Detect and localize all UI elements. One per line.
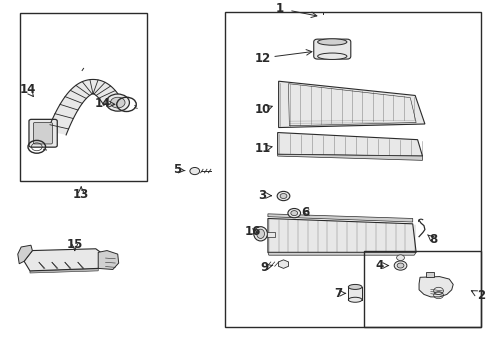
Circle shape (290, 211, 297, 216)
Bar (224, 12, 480, 327)
Polygon shape (267, 219, 415, 252)
Polygon shape (277, 132, 422, 156)
Polygon shape (30, 269, 98, 273)
Text: 7: 7 (333, 287, 342, 300)
Text: 9: 9 (260, 261, 268, 274)
Polygon shape (24, 249, 105, 271)
Text: 4: 4 (374, 259, 383, 272)
Text: 6: 6 (301, 206, 309, 219)
Text: 3: 3 (258, 189, 266, 202)
Polygon shape (18, 245, 32, 264)
Text: 15: 15 (66, 238, 83, 251)
Polygon shape (267, 214, 412, 222)
Polygon shape (277, 154, 422, 160)
Bar (363, 251, 480, 327)
Text: 12: 12 (254, 51, 270, 64)
Ellipse shape (256, 229, 264, 238)
Text: 2: 2 (476, 289, 484, 302)
Polygon shape (47, 80, 122, 135)
Circle shape (396, 263, 403, 268)
Text: 10: 10 (254, 103, 270, 116)
Text: 11: 11 (254, 143, 270, 156)
Circle shape (277, 192, 289, 201)
Text: 14: 14 (95, 97, 111, 110)
Circle shape (396, 255, 404, 261)
Bar (20, 13, 147, 181)
Text: 5: 5 (173, 163, 181, 176)
Text: 16: 16 (244, 225, 261, 238)
Polygon shape (98, 251, 119, 269)
Circle shape (189, 167, 199, 175)
Polygon shape (418, 276, 452, 297)
Circle shape (393, 261, 406, 270)
Polygon shape (278, 81, 424, 127)
Text: 1: 1 (275, 2, 283, 15)
Circle shape (287, 208, 300, 218)
Bar (347, 287, 361, 300)
FancyBboxPatch shape (33, 122, 52, 144)
Polygon shape (267, 252, 415, 255)
FancyBboxPatch shape (29, 120, 57, 147)
Circle shape (106, 94, 129, 111)
Polygon shape (278, 260, 288, 269)
Polygon shape (425, 272, 433, 277)
Ellipse shape (317, 39, 346, 45)
Bar (267, 232, 275, 237)
Ellipse shape (253, 227, 267, 241)
Ellipse shape (317, 53, 346, 59)
Text: 8: 8 (428, 233, 437, 246)
Text: 14: 14 (20, 82, 36, 95)
Text: 13: 13 (73, 188, 89, 201)
Ellipse shape (347, 284, 361, 289)
FancyBboxPatch shape (313, 39, 350, 59)
Circle shape (280, 194, 286, 198)
Circle shape (110, 97, 125, 108)
Ellipse shape (347, 297, 361, 302)
